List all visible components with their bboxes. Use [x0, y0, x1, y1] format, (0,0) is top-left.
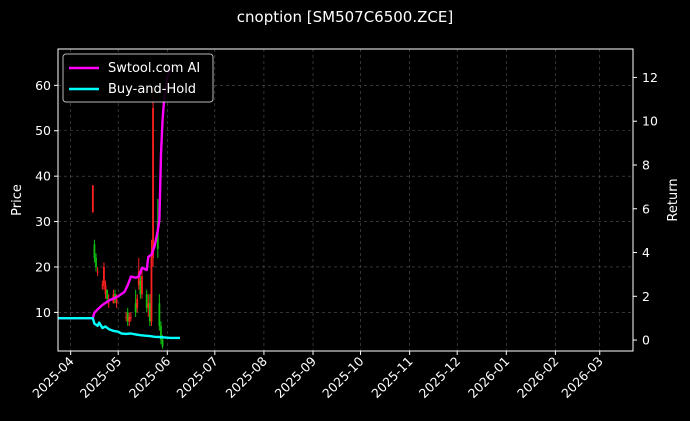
candle-body	[104, 285, 107, 295]
candle-body	[160, 326, 162, 340]
candle-body	[137, 271, 140, 286]
legend-label-ai: Swtool.com AI	[108, 61, 200, 76]
legend-label-hold: Buy-and-Hold	[108, 82, 196, 97]
right-axis-label: Return	[666, 178, 681, 221]
candle-body	[147, 303, 150, 308]
candle-body	[136, 298, 139, 308]
legend-box	[62, 53, 214, 103]
candle-body	[161, 339, 164, 347]
candle-body	[115, 298, 118, 304]
right-tick-label: 10	[642, 114, 658, 129]
chart-title: cnoption [SM507C6500.ZCE]	[237, 8, 453, 26]
series	[58, 68, 180, 340]
left-axis: 10 20 30 40 50 60	[35, 78, 58, 320]
left-tick-label: 10	[35, 305, 51, 320]
left-tick-label: 20	[35, 259, 51, 274]
candle-body	[145, 294, 148, 308]
candle-body	[148, 303, 151, 322]
series-line-ai	[58, 68, 172, 320]
candle-body	[95, 257, 97, 267]
candle-body	[107, 303, 110, 305]
series-line-buy-and-hold	[58, 317, 180, 340]
right-tick-label: 0	[642, 333, 650, 348]
candle-body	[141, 276, 143, 295]
left-tick-label: 40	[35, 169, 51, 184]
candle-body	[103, 266, 105, 286]
legend: Swtool.com AI Buy-and-Hold	[62, 53, 214, 103]
candle-body	[139, 280, 142, 295]
candle-body	[106, 289, 109, 299]
left-tick-label: 60	[35, 78, 51, 93]
right-tick-label: 2	[642, 289, 650, 304]
candle-body	[158, 303, 161, 327]
candle-body	[126, 312, 129, 322]
right-tick-label: 4	[642, 245, 650, 260]
left-tick-label: 50	[35, 123, 51, 138]
plot-frame	[57, 48, 634, 352]
candle-body	[150, 257, 153, 322]
right-tick-label: 8	[642, 157, 650, 172]
candle-body	[125, 316, 128, 318]
right-axis: 0 2 4 6 8 10 12	[633, 70, 658, 348]
left-axis-label: Price	[10, 184, 25, 216]
candle-body	[152, 108, 154, 258]
candle-body	[101, 285, 104, 287]
candle-body	[96, 271, 99, 273]
candle-body	[134, 303, 137, 313]
candle-body	[91, 185, 94, 213]
right-tick-label: 6	[642, 201, 650, 216]
candle-body	[93, 244, 96, 258]
candle-body	[128, 316, 131, 322]
right-tick-label: 12	[642, 70, 658, 85]
left-tick-label: 30	[35, 214, 51, 229]
candle-body	[129, 316, 132, 318]
